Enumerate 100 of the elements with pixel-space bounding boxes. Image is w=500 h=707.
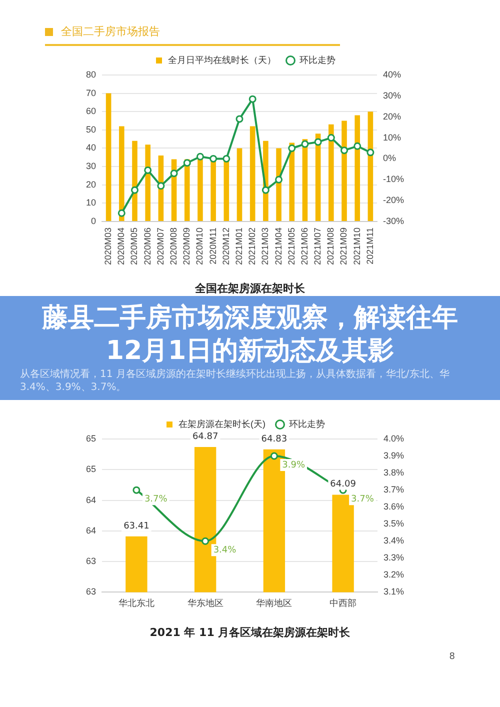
point [248,95,256,103]
y2-tick-label: 4.0% [383,433,404,444]
y2-tick-label: -10% [382,174,404,184]
point [354,142,362,150]
text: 8 [448,652,455,662]
x-tick-label: 2021M09 [338,227,349,265]
x-tick-label: 2020M04 [116,227,126,265]
y-tick-label: 0 [90,216,96,226]
x-tick-label: 2021M06 [299,227,310,265]
point [288,144,296,152]
bar [236,148,242,221]
data-label: 63.41 [124,521,150,532]
legend-label: 环比走势 [288,418,325,429]
point [118,209,126,217]
point [210,154,218,162]
x-tick-label: 2021M03 [260,227,270,265]
x-tick-label: 2021M05 [286,227,296,265]
point [301,140,309,148]
bar [250,126,256,221]
x-tick-label: 2020M08 [168,227,179,265]
point [170,170,178,178]
bar [224,159,230,221]
x-tick-label: 2020M12 [220,227,231,265]
y2-tick-label: 3.6% [383,502,404,512]
point [196,152,204,160]
point [340,146,348,154]
x-tick-label: 2021M01 [234,227,244,265]
bar [354,115,360,221]
y-tick-label: 63 [86,556,96,566]
y-tick-label: 64 [86,525,96,536]
text: 全国在架房源在架时长 [194,281,306,296]
point [314,138,322,146]
point [270,452,278,460]
x-tick-label: 2021M08 [326,227,336,265]
x-tick-label: 华南地区 [256,598,292,608]
legend-label: 环比走势 [300,54,336,65]
y-tick-label: 70 [86,88,96,98]
point [366,148,374,156]
x-tick-label: 2021M02 [247,227,258,265]
y2-tick-label: 40% [382,69,402,80]
x-tick-label: 2020M05 [129,227,140,265]
bar [342,120,347,221]
x-tick-label: 2020M06 [142,227,152,265]
y2-tick-label: 30% [382,90,402,100]
data-label: 64.87 [192,432,218,442]
y2-tick-label: 3.1% [383,586,404,597]
x-tick-label: 2020M11 [208,227,218,264]
data-label: 64.83 [261,434,288,444]
y-tick-label: 50 [86,124,96,134]
y-tick-label: 64 [86,494,96,505]
legend-label: 全月日平均在线时长（天） [168,54,276,65]
point [157,182,165,190]
x-tick-label: 2021M04 [273,227,284,265]
text: 3.4%、3.9%、3.7%。 [20,381,128,394]
x-tick-label: 2020M07 [155,227,166,265]
point [144,166,152,174]
y2-tick-label: 3.9% [383,450,404,461]
y2-tick-label: 3.8% [383,468,404,478]
y-tick-label: 60 [86,106,96,116]
point [275,176,283,184]
y-tick-label: 63 [86,586,96,597]
x-tick-label: 2021M11 [364,227,375,264]
bar [132,140,138,221]
y2-tick-label: 20% [382,111,402,122]
text: 2021 年 11 月各区域在架房源在架时长 [148,625,352,640]
data-label: 3.7% [144,494,168,504]
bar [119,126,124,221]
point [262,186,270,194]
point [132,486,140,494]
x-tick-label: 中西部 [330,598,357,608]
legend-label: 在架房源在架时长(天) [178,418,266,429]
y2-tick-label: 0% [382,153,396,164]
y2-tick-label: -20% [382,195,404,206]
x-tick-label: 2020M03 [103,227,114,265]
y2-tick-label: 3.7% [383,484,404,495]
point [222,154,230,162]
text: 藤县二手房市场深度观察，解读往年12月1日的新动态及其影 [40,302,459,368]
y-tick-label: 30 [86,161,96,172]
y-tick-label: 80 [86,69,96,80]
x-tick-label: 2021M07 [312,227,323,265]
point [202,537,210,545]
bar [210,159,216,221]
x-tick-label: 2020M10 [194,227,205,265]
y2-tick-label: 3.3% [383,552,404,563]
point [130,186,138,194]
y2-tick-label: 3.4% [383,536,404,546]
x-tick-label: 2020M09 [182,227,192,265]
bar [106,93,112,221]
y2-tick-label: -30% [382,216,404,226]
text: 从各区域情况看，11 月各区域房源的在架时长继续环比出现上扬，从具体数据看，华北/东北、华 [20,368,450,381]
chart-title: 全国二手房市场报告 [61,24,160,39]
x-tick-label: 华东地区 [187,598,224,608]
bar [145,144,150,221]
data-label: 3.7% [351,494,374,504]
point [327,134,335,142]
y2-tick-label: 10% [382,132,402,142]
y2-tick-label: 3.2% [383,570,404,580]
y2-tick-label: 3.5% [383,518,404,529]
bar [328,124,334,221]
bar [198,157,203,221]
